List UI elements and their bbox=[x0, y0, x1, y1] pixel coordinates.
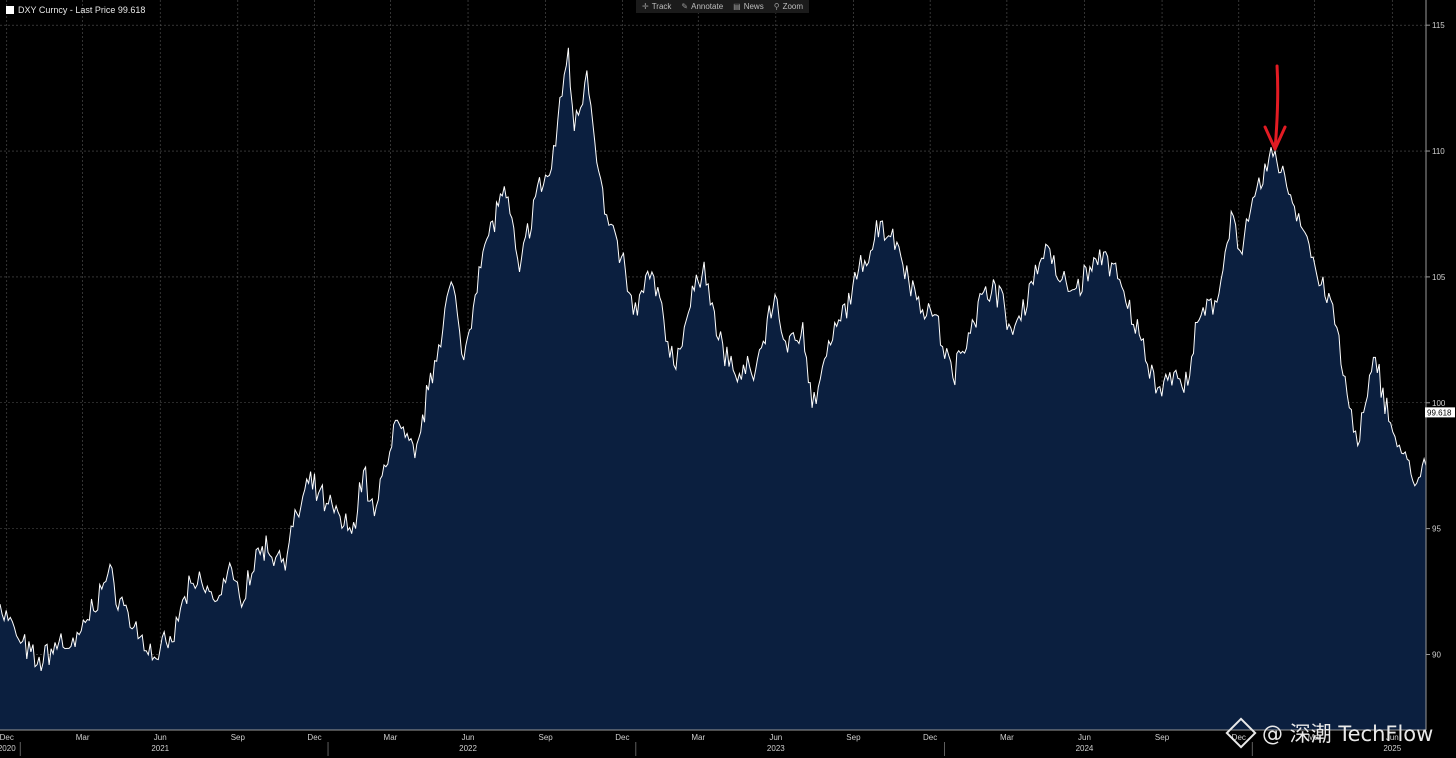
x-tick-label: Mar bbox=[691, 733, 705, 742]
x-year-label: 2020 bbox=[0, 744, 16, 753]
price-line bbox=[0, 47, 1427, 672]
x-tick-label: Dec bbox=[923, 733, 937, 742]
crosshair-icon: ✛ bbox=[642, 2, 649, 11]
last-value-label: 99.618 bbox=[1427, 408, 1452, 417]
last-value-marker: 99.618 bbox=[1425, 407, 1455, 418]
y-tick-label: 110 bbox=[1432, 147, 1445, 156]
y-tick-label: 90 bbox=[1432, 650, 1441, 659]
x-year-label: 2021 bbox=[151, 744, 169, 753]
x-axis-ticks: Dec 2020 Mar Jun 2021 Sep Dec Mar Jun 2022 Sep Dec M… bbox=[0, 733, 1402, 756]
x-tick-label: Dec bbox=[307, 733, 321, 742]
x-tick-label: Jun bbox=[462, 733, 475, 742]
x-tick-label: Dec bbox=[0, 733, 14, 742]
zoom-button[interactable]: ⚲ Zoom bbox=[774, 2, 803, 11]
x-tick-label: Sep bbox=[538, 733, 553, 742]
x-tick-label: Mar bbox=[384, 733, 398, 742]
price-area bbox=[0, 47, 1426, 731]
news-label: News bbox=[743, 2, 764, 11]
y-tick-label: 115 bbox=[1432, 21, 1445, 30]
chart-toolbar: ✛ Track ✎ Annotate ▤ News ⚲ Zoom bbox=[636, 0, 810, 13]
arrow-head bbox=[1263, 125, 1287, 151]
x-tick-label: Mar bbox=[76, 733, 90, 742]
x-year-label: 2025 bbox=[1383, 744, 1401, 753]
y-tick-label: 100 bbox=[1432, 399, 1446, 408]
track-label: Track bbox=[651, 2, 672, 11]
track-button[interactable]: ✛ Track bbox=[642, 2, 671, 11]
x-tick-label: Jun bbox=[154, 733, 167, 742]
x-tick-label: Jun bbox=[1078, 733, 1091, 742]
x-year-label: 2023 bbox=[767, 744, 785, 753]
x-tick-label: Dec bbox=[615, 733, 629, 742]
news-icon: ▤ bbox=[733, 2, 741, 11]
annotate-label: Annotate bbox=[691, 2, 724, 11]
x-tick-label: Sep bbox=[846, 733, 861, 742]
legend-label: DXY Curncy - Last Price 99.618 bbox=[18, 5, 146, 15]
y-tick-label: 95 bbox=[1432, 525, 1441, 534]
watermark: @ 深潮 TechFlow bbox=[1225, 717, 1434, 749]
chart-legend: DXY Curncy - Last Price 99.618 bbox=[6, 5, 145, 15]
x-tick-label: Mar bbox=[1308, 733, 1322, 742]
x-tick-label: Jun bbox=[1386, 733, 1399, 742]
last-value-box bbox=[1425, 407, 1455, 418]
watermark-text: @ 深潮 TechFlow bbox=[1262, 722, 1434, 746]
x-year-label: 2024 bbox=[1076, 744, 1094, 753]
x-tick-label: Jun bbox=[769, 733, 782, 742]
news-button[interactable]: ▤ News bbox=[733, 2, 764, 11]
pencil-icon: ✎ bbox=[681, 2, 689, 11]
x-tick-label: Mar bbox=[1000, 733, 1014, 742]
magnifier-icon: ⚲ bbox=[773, 2, 780, 11]
y-axis-ticks: 90 95 100 105 110 115 bbox=[1426, 21, 1446, 659]
x-tick-label: Sep bbox=[231, 733, 246, 742]
x-tick-label: Dec bbox=[1232, 733, 1246, 742]
annotate-button[interactable]: ✎ Annotate bbox=[681, 2, 723, 11]
y-tick-label: 105 bbox=[1432, 273, 1446, 282]
zoom-label: Zoom bbox=[782, 2, 804, 11]
x-tick-label: Sep bbox=[1155, 733, 1170, 742]
arrow-shaft bbox=[1273, 64, 1280, 151]
x-year-label: 2022 bbox=[459, 744, 477, 753]
legend-swatch bbox=[6, 6, 14, 14]
annotation-arrow bbox=[1263, 64, 1287, 151]
techflow-logo-icon bbox=[1225, 717, 1257, 749]
